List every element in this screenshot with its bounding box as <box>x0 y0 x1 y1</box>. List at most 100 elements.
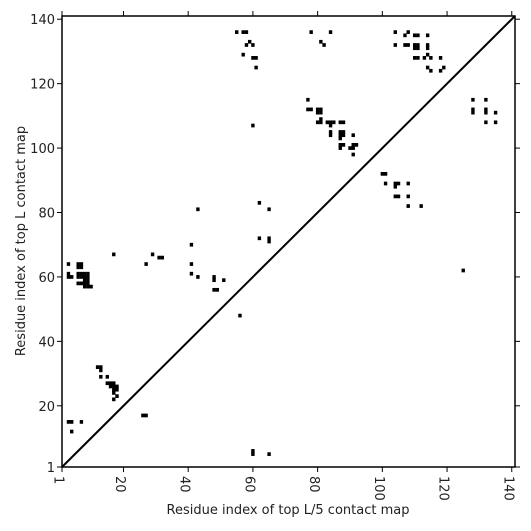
contact-point <box>251 452 255 456</box>
x-tick-label: 100 <box>371 476 386 501</box>
contact-point <box>332 120 336 125</box>
contact-point <box>189 262 194 266</box>
contact-point <box>99 374 103 379</box>
contact-point <box>309 107 313 112</box>
contact-point <box>235 30 239 34</box>
diagonal-line <box>61 15 516 468</box>
contact-point <box>315 120 320 125</box>
contact-point <box>403 33 407 38</box>
contact-point <box>338 133 342 138</box>
contact-point <box>338 130 342 134</box>
contact-point <box>425 33 430 38</box>
contact-point <box>484 110 488 115</box>
contact-point <box>328 30 333 34</box>
x-tick-label: 80 <box>306 476 321 493</box>
y-tick-label: 1 <box>47 461 55 476</box>
contact-point <box>425 52 430 57</box>
contact-point <box>86 271 90 276</box>
contact-point <box>406 30 410 34</box>
contact-point <box>189 242 194 247</box>
contact-point <box>406 181 410 186</box>
contact-point <box>160 255 165 260</box>
contact-point <box>241 30 245 34</box>
contact-point <box>348 146 352 150</box>
contact-point <box>79 281 84 286</box>
contact-point <box>82 281 87 286</box>
y-axis-title: Residue index of top L contact map <box>14 126 29 356</box>
contact-point <box>416 56 420 60</box>
points-layer <box>66 30 498 456</box>
contact-point <box>150 252 155 257</box>
contact-point <box>351 143 355 147</box>
contact-point <box>422 56 427 60</box>
contact-point <box>112 381 116 386</box>
contact-point <box>393 30 397 34</box>
contact-point <box>306 97 310 102</box>
contact-point <box>82 284 87 289</box>
contact-point <box>315 107 320 112</box>
contact-point <box>338 136 342 141</box>
contact-point <box>157 255 161 260</box>
contact-point <box>403 43 407 47</box>
contact-point <box>393 43 397 47</box>
contact-point <box>76 265 80 270</box>
contact-point <box>328 130 333 134</box>
x-tick-label: 60 <box>241 476 256 493</box>
contact-point <box>338 146 342 150</box>
contact-point <box>396 194 401 199</box>
contact-point <box>319 117 323 121</box>
contact-point <box>406 204 410 208</box>
contact-point <box>341 143 346 147</box>
y-tick-label: 120 <box>30 78 55 93</box>
contact-point <box>412 46 417 51</box>
contact-point <box>99 368 103 373</box>
contact-point <box>442 65 446 70</box>
contact-point <box>354 143 359 147</box>
contact-point <box>338 143 342 147</box>
contact-point <box>66 262 71 266</box>
contact-point <box>412 43 417 47</box>
contact-point <box>416 33 420 38</box>
contact-point <box>115 387 119 392</box>
contact-point <box>416 46 420 51</box>
contact-point <box>419 204 423 208</box>
contact-point <box>484 120 488 125</box>
contact-point <box>115 384 119 389</box>
contact-point <box>341 130 346 134</box>
contact-point <box>429 56 433 60</box>
contact-point <box>319 110 323 115</box>
contact-point <box>82 278 87 283</box>
contact-point <box>76 281 80 286</box>
contact-point <box>144 413 148 418</box>
contact-point <box>86 281 90 286</box>
contact-point <box>493 110 498 115</box>
contact-point <box>112 387 116 392</box>
contact-point <box>484 107 488 112</box>
contact-point <box>328 133 333 138</box>
contact-point <box>425 65 430 70</box>
contact-point <box>105 374 109 379</box>
contact-point <box>112 252 116 257</box>
contact-point <box>393 194 397 199</box>
x-tick-label: 140 <box>500 476 515 501</box>
contact-point <box>351 152 355 157</box>
contact-point <box>383 171 388 176</box>
contact-point <box>105 381 109 386</box>
contact-point <box>144 262 148 266</box>
contact-point <box>471 110 475 115</box>
contact-point <box>108 384 113 389</box>
contact-point <box>267 239 271 244</box>
contact-point <box>267 452 271 456</box>
contact-point <box>76 271 80 276</box>
contact-point <box>244 43 249 47</box>
contact-point <box>319 120 323 125</box>
contact-point <box>484 97 488 102</box>
contact-point <box>86 284 90 289</box>
contact-point <box>396 181 401 186</box>
contact-point <box>461 268 465 273</box>
y-tick-label: 20 <box>38 400 55 415</box>
y-tick-label: 80 <box>38 207 55 222</box>
contact-point <box>82 271 87 276</box>
